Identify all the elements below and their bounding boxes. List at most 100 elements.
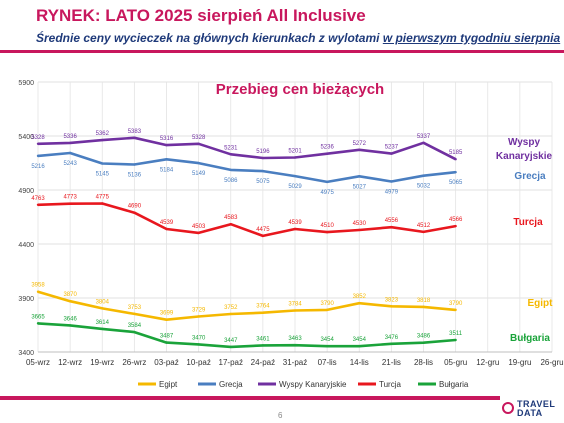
data-label: 5149 [192, 171, 206, 177]
data-label: 5336 [63, 134, 77, 140]
data-point [358, 228, 361, 232]
data-point [325, 230, 329, 234]
data-label: 4773 [63, 195, 77, 201]
data-point [36, 154, 40, 158]
data-point [261, 169, 265, 173]
header: RYNEK: LATO 2025 sierpień All Inclusive … [0, 0, 564, 62]
data-point [101, 138, 104, 142]
data-point [293, 156, 297, 159]
legend-label: Egipt [159, 380, 178, 389]
data-label: 5032 [417, 184, 431, 190]
data-point [325, 152, 329, 155]
data-point [422, 305, 425, 309]
x-tick-label: 17-paź [219, 358, 243, 367]
data-label: 5328 [192, 135, 206, 141]
data-label: 3852 [353, 294, 367, 300]
data-point [325, 180, 329, 184]
data-point [325, 308, 329, 312]
data-label: 3646 [63, 316, 77, 322]
x-tick-label: 21-lis [382, 358, 401, 367]
y-tick-label: 4900 [18, 188, 34, 195]
data-label: 5029 [288, 184, 302, 190]
data-point [101, 202, 104, 205]
legend-label: Turcja [379, 380, 401, 389]
data-point [36, 322, 40, 325]
logo-text-data: DATA [517, 408, 543, 418]
logo-circle-icon [502, 402, 514, 414]
x-tick-label: 19-gru [508, 358, 531, 367]
data-point [454, 158, 457, 161]
data-label: 3818 [417, 298, 431, 304]
data-point [325, 344, 329, 348]
y-tick-label: 5900 [18, 80, 34, 87]
data-label: 3753 [128, 305, 142, 311]
x-tick-label: 28-lis [414, 358, 433, 367]
x-tick-label: 12-wrz [58, 358, 82, 367]
data-point [293, 174, 297, 178]
data-label: 5184 [160, 167, 174, 173]
data-label: 3699 [160, 311, 174, 317]
data-label: 3790 [449, 301, 463, 307]
x-tick-label: 14-lis [350, 358, 369, 367]
data-point [68, 300, 72, 303]
header-divider [0, 50, 564, 53]
data-point [358, 344, 361, 348]
legend-label: Grecja [219, 380, 243, 389]
logo-text-travel: TRAVEL [517, 399, 556, 409]
page-subtitle: Średnie ceny wycieczek na głównych kieru… [36, 31, 560, 45]
data-label: 5243 [63, 161, 77, 167]
data-point [197, 161, 200, 165]
data-point [422, 141, 425, 145]
data-label: 3454 [320, 337, 334, 343]
data-label: 5237 [385, 145, 399, 151]
chart-title: Przebieg cen bieżących [216, 81, 384, 98]
end-label: Egipt [528, 298, 554, 309]
data-point [454, 224, 457, 228]
legend-label: Wyspy Kanaryjskie [279, 380, 347, 389]
data-label: 5383 [128, 129, 142, 135]
data-label: 3764 [256, 304, 270, 310]
data-label: 3784 [288, 302, 302, 308]
y-tick-label: 3900 [18, 296, 34, 303]
data-label: 4530 [353, 221, 367, 227]
data-point [36, 290, 40, 293]
price-line-chart: 3400 3900 4400 4900 5400 5900 05-wrz 12-wrz 19-w… [18, 80, 563, 389]
data-label: 4503 [192, 224, 206, 230]
data-point [454, 308, 457, 312]
data-label: 3463 [288, 336, 302, 342]
data-label: 5086 [224, 178, 238, 184]
data-point [293, 343, 297, 347]
y-tick-label: 3400 [18, 350, 34, 357]
data-label: 3823 [385, 297, 399, 303]
page-number: 6 [278, 411, 283, 420]
data-label: 3870 [63, 292, 77, 298]
legend-label: Bułgaria [439, 380, 469, 389]
data-point [165, 318, 168, 321]
data-label: 4512 [417, 223, 431, 229]
data-point [229, 345, 232, 349]
data-label: 3614 [96, 320, 110, 326]
data-label: 5145 [96, 172, 110, 178]
data-point [390, 225, 393, 229]
data-point [390, 305, 393, 308]
data-label: 4763 [31, 196, 45, 202]
data-point [133, 211, 136, 214]
data-label: 4539 [288, 220, 302, 226]
data-point [261, 311, 265, 314]
end-label: Grecja [514, 171, 546, 182]
data-label: 5337 [417, 134, 431, 140]
data-point [165, 341, 168, 344]
subtitle-main: Średnie ceny wycieczek na głównych kieru… [36, 31, 383, 45]
data-label: 4979 [385, 189, 399, 195]
data-point [293, 309, 297, 312]
data-point [358, 175, 361, 178]
data-point [261, 234, 265, 238]
data-point [68, 141, 72, 145]
series-line-wyspy-kanaryjskie [37, 136, 457, 161]
data-point [133, 163, 136, 166]
data-label: 3486 [417, 334, 431, 340]
data-label: 5362 [96, 131, 110, 137]
data-label: 4510 [320, 223, 334, 229]
data-point [454, 338, 457, 342]
data-point [390, 180, 393, 183]
